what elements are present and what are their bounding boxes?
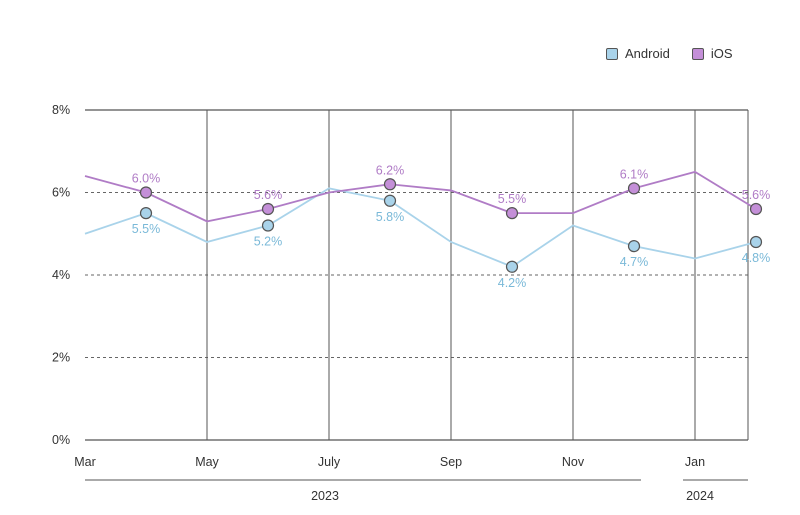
data-label-android: 5.5% <box>132 222 161 236</box>
y-tick-label: 8% <box>52 103 70 117</box>
legend-item-ios[interactable]: iOS <box>691 46 733 61</box>
data-label-android: 4.2% <box>498 276 527 290</box>
data-point-android <box>505 260 519 273</box>
data-label-ios: 5.6% <box>254 188 283 202</box>
y-tick-label: 0% <box>52 433 70 447</box>
data-point-ios <box>139 186 153 199</box>
x-tick-label: July <box>318 455 341 469</box>
legend-label-android: Android <box>625 46 670 61</box>
series-line-ios <box>84 170 757 223</box>
data-label-android: 5.2% <box>254 235 283 249</box>
data-label-ios: 6.0% <box>132 172 161 186</box>
data-label-android: 4.7% <box>620 255 649 269</box>
data-point-android <box>383 194 397 207</box>
x-tick-label: May <box>195 455 219 469</box>
data-point-ios <box>383 178 397 191</box>
x-tick-label: Jan <box>685 455 705 469</box>
data-point-ios <box>505 207 519 220</box>
data-point-ios <box>627 182 641 195</box>
series-line-android <box>84 187 757 268</box>
legend: Android iOS <box>606 46 732 61</box>
y-tick-label: 6% <box>52 186 70 200</box>
data-point-android <box>627 240 641 253</box>
year-label-2024: 2024 <box>686 489 714 503</box>
legend-item-android[interactable]: Android <box>606 46 670 61</box>
data-label-ios: 6.1% <box>620 167 649 181</box>
legend-label-ios: iOS <box>710 46 733 61</box>
data-point-android <box>139 207 153 220</box>
data-label-ios: 5.6% <box>742 188 771 202</box>
y-tick-label: 2% <box>52 351 70 365</box>
x-tick-label: Sep <box>440 455 462 469</box>
data-point-android <box>749 235 763 249</box>
x-tick-label: Mar <box>74 455 96 469</box>
data-point-android <box>261 219 275 232</box>
legend-swatch-android <box>606 47 618 60</box>
data-label-android: 5.8% <box>376 210 405 224</box>
year-label-2023: 2023 <box>311 489 339 503</box>
x-tick-label: Nov <box>562 455 585 469</box>
y-tick-label: 4% <box>52 268 70 282</box>
data-label-ios: 6.2% <box>376 163 405 177</box>
data-label-ios: 5.5% <box>498 192 527 206</box>
data-point-ios <box>261 202 275 216</box>
data-label-android: 4.8% <box>742 251 771 265</box>
legend-swatch-ios <box>691 47 704 60</box>
data-point-ios <box>749 202 763 216</box>
